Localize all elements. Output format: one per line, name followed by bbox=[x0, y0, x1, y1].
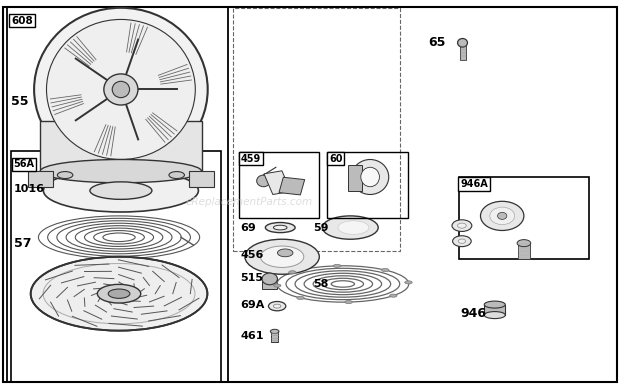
Ellipse shape bbox=[289, 271, 296, 274]
Ellipse shape bbox=[458, 223, 466, 228]
Text: 459: 459 bbox=[241, 154, 261, 164]
Ellipse shape bbox=[265, 223, 295, 233]
Text: 461: 461 bbox=[241, 331, 264, 342]
Ellipse shape bbox=[381, 268, 389, 272]
Ellipse shape bbox=[108, 289, 130, 298]
Ellipse shape bbox=[270, 329, 279, 334]
Ellipse shape bbox=[484, 301, 505, 308]
Text: 60: 60 bbox=[329, 154, 343, 164]
Text: 1016: 1016 bbox=[14, 184, 45, 194]
Ellipse shape bbox=[405, 281, 412, 284]
Ellipse shape bbox=[40, 159, 202, 183]
Bar bbox=[262, 279, 277, 289]
Ellipse shape bbox=[273, 304, 281, 308]
Ellipse shape bbox=[97, 284, 141, 303]
Bar bbox=[327, 152, 408, 218]
Ellipse shape bbox=[452, 220, 472, 231]
Ellipse shape bbox=[458, 39, 467, 47]
Text: 946: 946 bbox=[460, 307, 486, 320]
Text: eReplacementParts.com: eReplacementParts.com bbox=[186, 197, 313, 207]
Text: 57: 57 bbox=[14, 237, 31, 250]
Ellipse shape bbox=[268, 301, 286, 311]
Ellipse shape bbox=[453, 236, 471, 247]
Ellipse shape bbox=[498, 212, 507, 219]
Ellipse shape bbox=[458, 239, 466, 244]
Text: 456: 456 bbox=[241, 250, 264, 260]
Ellipse shape bbox=[484, 312, 505, 319]
Text: 69A: 69A bbox=[241, 300, 265, 310]
Ellipse shape bbox=[104, 74, 138, 105]
Ellipse shape bbox=[43, 264, 195, 324]
Bar bbox=[239, 152, 319, 218]
Ellipse shape bbox=[345, 301, 352, 304]
Ellipse shape bbox=[297, 296, 304, 300]
Ellipse shape bbox=[352, 159, 389, 194]
Bar bbox=[460, 43, 466, 60]
Ellipse shape bbox=[31, 257, 207, 331]
Bar bbox=[348, 165, 362, 191]
Text: 55: 55 bbox=[11, 95, 29, 108]
Ellipse shape bbox=[278, 249, 293, 257]
Ellipse shape bbox=[517, 240, 531, 247]
Ellipse shape bbox=[90, 182, 152, 199]
Ellipse shape bbox=[273, 284, 281, 287]
Text: 608: 608 bbox=[11, 16, 33, 26]
Ellipse shape bbox=[245, 239, 319, 274]
Ellipse shape bbox=[112, 81, 130, 98]
Text: 65: 65 bbox=[428, 36, 445, 49]
Text: 59: 59 bbox=[313, 223, 329, 233]
Ellipse shape bbox=[480, 202, 524, 230]
Text: 56A: 56A bbox=[14, 159, 35, 170]
Bar bbox=[232, 8, 400, 251]
Ellipse shape bbox=[46, 19, 195, 159]
Bar bbox=[484, 305, 505, 315]
Text: 515: 515 bbox=[241, 273, 264, 283]
Bar bbox=[264, 171, 291, 194]
Ellipse shape bbox=[273, 225, 287, 230]
Ellipse shape bbox=[260, 246, 304, 268]
Text: 69: 69 bbox=[241, 223, 256, 233]
Polygon shape bbox=[40, 121, 202, 171]
Bar bbox=[518, 243, 530, 259]
Bar bbox=[459, 177, 589, 259]
Ellipse shape bbox=[334, 264, 341, 267]
Ellipse shape bbox=[322, 216, 378, 239]
Bar bbox=[271, 331, 278, 342]
Bar bbox=[28, 171, 53, 187]
Ellipse shape bbox=[169, 172, 185, 179]
Bar bbox=[11, 151, 221, 382]
Ellipse shape bbox=[43, 169, 198, 212]
Ellipse shape bbox=[490, 207, 515, 225]
Text: 58: 58 bbox=[313, 279, 329, 289]
Bar bbox=[189, 171, 214, 187]
Bar bbox=[7, 7, 228, 382]
Ellipse shape bbox=[361, 167, 379, 187]
Ellipse shape bbox=[389, 294, 397, 297]
Ellipse shape bbox=[58, 172, 73, 179]
Ellipse shape bbox=[34, 8, 208, 171]
Text: 946A: 946A bbox=[460, 179, 488, 189]
Ellipse shape bbox=[262, 273, 278, 285]
Ellipse shape bbox=[338, 221, 369, 234]
Ellipse shape bbox=[257, 175, 270, 187]
Bar bbox=[279, 177, 304, 195]
